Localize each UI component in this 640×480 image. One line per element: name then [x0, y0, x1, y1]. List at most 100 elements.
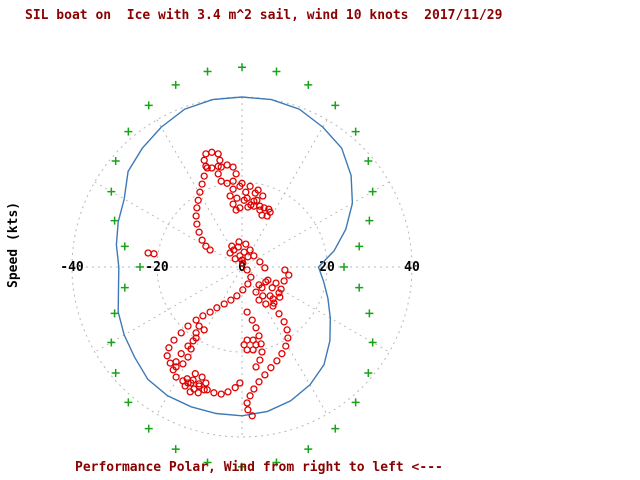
plus-marker [355, 283, 364, 292]
data-point-marker [214, 170, 222, 178]
data-point-marker [282, 342, 290, 350]
data-point-marker [263, 212, 271, 220]
data-point-marker [247, 273, 255, 281]
plus-marker [304, 445, 313, 454]
data-point-marker [258, 284, 266, 292]
data-point-marker [255, 296, 263, 304]
plus-marker [110, 309, 119, 318]
data-point-marker [252, 288, 260, 296]
plus-marker [111, 157, 120, 166]
data-point-marker [268, 284, 276, 292]
data-point-marker [194, 389, 202, 397]
chart-title: SIL boat on Ice with 3.4 m^2 sail, wind … [25, 8, 503, 23]
data-point-marker [206, 308, 214, 316]
plus-marker [365, 309, 374, 318]
data-point-marker [262, 300, 270, 308]
data-point-marker [229, 185, 237, 193]
data-point-marker [227, 296, 235, 304]
data-point-marker [242, 240, 250, 248]
data-point-marker [194, 196, 202, 204]
data-point-marker [280, 277, 288, 285]
plus-marker [340, 263, 348, 271]
data-point-marker [195, 380, 203, 388]
data-point-marker [230, 246, 238, 254]
data-point-marker [262, 278, 270, 286]
data-point-marker [202, 379, 210, 387]
data-point-marker [229, 200, 237, 208]
data-point-marker [184, 353, 192, 361]
axis-tick-label: 0 [238, 260, 246, 275]
data-point-marker [275, 289, 283, 297]
data-point-marker [272, 279, 280, 287]
axis-tick-label: -20 [145, 260, 169, 275]
plus-marker [365, 216, 374, 225]
data-point-marker [248, 412, 256, 420]
data-point-marker [280, 318, 288, 326]
data-point-marker [242, 188, 250, 196]
data-point-marker [252, 363, 260, 371]
data-point-marker [231, 384, 239, 392]
data-point-marker [229, 163, 237, 171]
data-point-marker [166, 359, 174, 367]
axis-tick-label: 20 [319, 260, 335, 275]
plus-marker [272, 67, 281, 76]
data-point-marker [257, 340, 265, 348]
data-point-marker [283, 326, 291, 334]
data-point-marker [232, 170, 240, 178]
data-point-marker [192, 316, 200, 324]
data-point-marker [216, 156, 224, 164]
plus-marker [144, 101, 153, 110]
plus-marker [203, 67, 212, 76]
plus-marker [120, 283, 129, 292]
data-point-marker [233, 292, 241, 300]
data-point-marker [246, 392, 254, 400]
data-point-marker [200, 386, 208, 394]
polar-curve [115, 96, 354, 417]
data-point-marker [195, 228, 203, 236]
data-point-marker [243, 399, 251, 407]
data-point-marker [200, 156, 208, 164]
data-point-marker [193, 204, 201, 212]
data-point-marker [253, 196, 261, 204]
data-point-marker [196, 188, 204, 196]
plus-marker [331, 424, 340, 433]
data-point-marker [200, 172, 208, 180]
x-axis-ticks: -40 -20 0 20 40 [60, 260, 420, 275]
data-point-marker [202, 242, 210, 250]
data-point-marker [261, 371, 269, 379]
data-point-marker [277, 285, 285, 293]
data-point-marker [202, 150, 210, 158]
data-point-marker [177, 350, 185, 358]
axis-tick-label: -40 [60, 260, 84, 275]
plus-marker [331, 101, 340, 110]
data-point-marker [170, 336, 178, 344]
data-point-marker [226, 192, 234, 200]
plus-marker [364, 368, 373, 377]
data-point-marker [198, 373, 206, 381]
data-point-marker [236, 182, 244, 190]
data-point-marker [269, 295, 277, 303]
plus-marker [364, 157, 373, 166]
plus-marker [351, 127, 360, 136]
data-point-marker [220, 300, 228, 308]
data-point-marker [236, 379, 244, 387]
data-point-marker [224, 388, 232, 396]
data-point-marker [192, 329, 200, 337]
plus-marker [144, 424, 153, 433]
data-point-marker [206, 246, 214, 254]
data-point-marker [275, 310, 283, 318]
plus-marker [368, 338, 377, 347]
data-point-marker [169, 366, 177, 374]
plus-marker [120, 242, 129, 251]
plus-marker [355, 242, 364, 251]
data-point-marker [195, 322, 203, 330]
data-point-marker [199, 312, 207, 320]
data-point-marker [259, 192, 267, 200]
data-point-marker [260, 204, 268, 212]
data-point-marker [203, 386, 211, 394]
data-point-marker [278, 350, 286, 358]
data-point-marker [184, 379, 192, 387]
grid-spoke [94, 181, 390, 353]
data-point-marker [150, 250, 158, 258]
plus-marker [351, 398, 360, 407]
